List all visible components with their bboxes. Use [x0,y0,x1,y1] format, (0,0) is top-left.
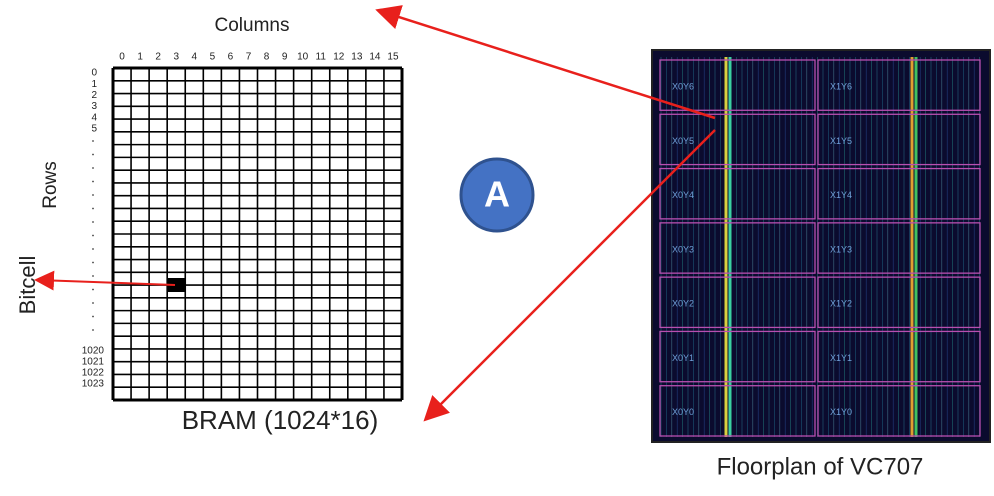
bram-caption: BRAM (1024*16) [182,405,379,435]
column-label: 10 [297,52,309,63]
row-dot [92,208,94,210]
region-label: X1Y2 [830,299,852,309]
bitcell-label: Bitcell [15,256,40,315]
row-dot [92,316,94,318]
column-label: 15 [387,52,399,63]
region-label: X1Y1 [830,353,852,363]
row-dot [92,289,94,291]
column-label: 13 [351,52,363,63]
column-label: 9 [282,52,288,63]
region-label: X0Y3 [672,244,694,254]
row-dot [92,275,94,277]
region-label: X0Y6 [672,82,694,92]
column-label: 3 [173,52,179,63]
row-dot [92,221,94,223]
columns-title: Columns [215,15,290,36]
region-label: X1Y6 [830,82,852,92]
column-label: 0 [119,52,125,63]
arrow [38,280,175,285]
row-label: 3 [91,101,97,112]
row-label: 1020 [82,346,105,357]
column-label: 2 [155,52,161,63]
row-dot [92,154,94,156]
column-label: 1 [137,52,143,63]
region-label: X0Y0 [672,407,694,417]
region-label: X0Y5 [672,136,694,146]
row-label: 1021 [82,357,105,368]
column-label: 11 [316,52,327,63]
column-label: 4 [192,52,198,63]
row-dot [92,302,94,304]
column-label: 7 [246,52,252,63]
region-label: X1Y5 [830,136,852,146]
row-dot [92,329,94,331]
region-label: X1Y3 [830,244,852,254]
column-label: 14 [369,52,381,63]
region-label: X0Y4 [672,190,694,200]
badge-label: A [484,174,510,215]
row-label: 1022 [82,368,105,379]
row-dot [92,194,94,196]
row-label: 4 [91,112,97,123]
row-label: 5 [91,124,97,135]
row-dot [92,248,94,250]
column-label: 12 [333,52,345,63]
region-label: X1Y4 [830,190,852,200]
row-label: 0 [91,68,97,79]
floorplan: X0Y6 X1Y6 X0Y5 X1Y5 X0Y4 X1Y4 X0Y3 X1Y3 X0Y2 X1Y2… [652,50,990,442]
row-label: 1 [91,79,97,90]
row-dot [92,181,94,183]
region-label: X0Y2 [672,299,694,309]
column-label: 6 [228,52,234,63]
row-label: 2 [91,90,97,101]
column-label: 8 [264,52,270,63]
row-dot [92,140,94,142]
row-dot [92,262,94,264]
row-dot [92,167,94,169]
region-label: X0Y1 [672,353,694,363]
rows-title: Rows [40,161,61,209]
row-label: 1023 [82,379,105,390]
floorplan-caption: Floorplan of VC707 [717,453,924,480]
row-dot [92,235,94,237]
column-label: 5 [210,52,216,63]
page: Columns Rows Bitcell BRAM (1024*16) 0123… [0,0,994,491]
region-label: X1Y0 [830,407,852,417]
